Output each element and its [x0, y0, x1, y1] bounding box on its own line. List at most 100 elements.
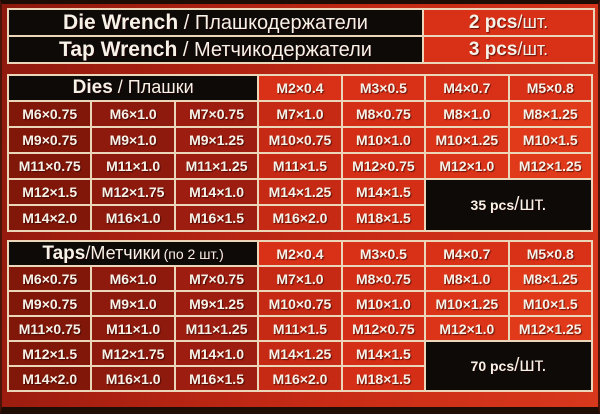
table-row: M14×2.0 M16×1.0 M16×1.5 M16×2.0 M18×1.5	[6, 204, 592, 232]
dies-header-row: Dies / Плашки M2×0.4 M3×0.5 M4×0.7 M5×0.…	[6, 74, 594, 102]
size-cell: M12×1.75	[90, 340, 176, 367]
size-cell: M12×1.0	[424, 152, 510, 180]
size-cell: M14×1.25	[257, 178, 343, 206]
tap-wrench-label-cell: Tap Wrench / Метчикодержатели	[7, 35, 424, 64]
taps-title-ru: Метчики	[90, 242, 161, 263]
size-cell: M12×1.0	[424, 315, 510, 342]
size-cell: M11×1.5	[257, 152, 343, 180]
size-cell: M12×1.75	[90, 178, 176, 206]
size-cell: M14×1.25	[257, 340, 343, 367]
dies-title-cell: Dies / Плашки	[6, 74, 260, 102]
taps-table: Taps/Метчики (по 2 шт.) M2×0.4 M3×0.5 M4×…	[6, 240, 594, 392]
size-cell: M10×0.75	[257, 126, 343, 154]
die-wrench-label-cell: Die Wrench / Плашкодержатели	[7, 8, 424, 37]
dies-total: 35 pcs	[470, 197, 515, 213]
size-cell: M16×1.5	[173, 204, 260, 232]
size-cell: M11×1.25	[173, 315, 260, 342]
label-separator: /	[177, 38, 194, 61]
die-wrench-qty: 2 pcs	[468, 11, 518, 33]
die-wrench-label-ru: Плашкодержатели	[194, 11, 368, 34]
taps-total-unit: /шт.	[514, 355, 547, 376]
title-separator: /	[85, 242, 91, 263]
size-cell: M11×0.75	[6, 152, 93, 180]
die-wrench-row: Die Wrench / Плашкодержатели 2 pcs/шт.	[7, 8, 595, 37]
size-cell: M5×0.8	[507, 240, 594, 267]
size-cell: M14×1.5	[340, 340, 427, 367]
size-cell: M6×0.75	[6, 100, 93, 128]
size-cell: M3×0.5	[340, 240, 427, 267]
table-row: M12×1.5 M12×1.75 M14×1.0 M14×1.25 M14×1.…	[6, 178, 593, 232]
size-cell: M7×1.0	[257, 100, 343, 128]
size-cell: M11×1.0	[90, 152, 176, 180]
table-row: M14×2.0 M16×1.0 M16×1.5 M16×2.0 M18×1.5	[6, 365, 592, 392]
size-cell: M12×0.75	[340, 315, 427, 342]
size-cell: M16×1.5	[173, 365, 260, 392]
size-cell: M12×1.25	[507, 315, 594, 342]
size-cell: M2×0.4	[257, 74, 343, 102]
size-cell: M12×0.75	[340, 152, 427, 180]
dies-total-unit: /шт.	[514, 194, 547, 215]
table-row: M9×0.75 M9×1.0 M9×1.25 M10×0.75 M10×1.0 …	[6, 290, 594, 317]
size-cell: M11×0.75	[6, 315, 93, 342]
size-cell: M4×0.7	[424, 240, 510, 267]
table-row: M6×0.75 M6×1.0 M7×0.75 M7×1.0 M8×0.75 M8…	[6, 100, 594, 128]
die-wrench-label-en: Die Wrench	[63, 10, 179, 34]
size-cell: M14×1.5	[340, 178, 427, 206]
size-cell: M11×1.0	[90, 315, 176, 342]
size-cell: M16×2.0	[257, 365, 343, 392]
size-cell: M18×1.5	[340, 365, 427, 392]
size-cell: M16×1.0	[90, 204, 176, 232]
size-cell: M7×1.0	[257, 265, 343, 292]
size-cell: M16×1.0	[90, 365, 176, 392]
size-cell: M4×0.7	[424, 74, 510, 102]
size-cell: M10×1.0	[340, 290, 427, 317]
title-separator: /	[112, 77, 128, 97]
size-cell: M14×1.0	[173, 340, 260, 367]
size-cell: M9×1.25	[173, 290, 260, 317]
size-cell: M9×0.75	[6, 290, 93, 317]
dies-table: Dies / Плашки M2×0.4 M3×0.5 M4×0.7 M5×0.…	[6, 74, 594, 232]
wrench-summary-table: Die Wrench / Плашкодержатели 2 pcs/шт. T…	[7, 8, 595, 64]
size-cell: M10×1.25	[424, 126, 510, 154]
size-cell: M8×1.25	[507, 265, 594, 292]
tap-wrench-qty-unit: /шт.	[517, 38, 549, 59]
size-cell: M6×1.0	[90, 265, 176, 292]
size-cell: M6×1.0	[90, 100, 176, 128]
size-cell: M2×0.4	[257, 240, 343, 267]
size-cell: M18×1.5	[340, 204, 427, 232]
size-cell: M10×0.75	[257, 290, 343, 317]
taps-title-note: (по 2 шт.)	[163, 245, 224, 262]
size-cell: M9×0.75	[6, 126, 93, 154]
tap-wrench-qty: 3 pcs	[468, 38, 518, 60]
dies-title-en: Dies	[72, 77, 113, 98]
size-cell: M8×1.0	[424, 265, 510, 292]
size-cell: M7×0.75	[173, 265, 260, 292]
size-cell: M14×1.0	[173, 178, 260, 206]
size-cell: M12×1.5	[6, 178, 93, 206]
size-cell: M8×0.75	[340, 265, 427, 292]
size-cell: M11×1.5	[257, 315, 343, 342]
size-cell: M16×2.0	[257, 204, 343, 232]
size-cell: M10×1.5	[507, 290, 594, 317]
dies-total-cell: 35 pcs/шт.	[424, 178, 593, 232]
table-row: M11×0.75 M11×1.0 M11×1.25 M11×1.5 M12×0.…	[6, 315, 594, 342]
dies-title-ru: Плашки	[127, 77, 194, 97]
size-cell: M14×2.0	[6, 204, 93, 232]
tap-wrench-qty-cell: 3 pcs/шт.	[422, 35, 595, 64]
size-cell: M8×1.25	[507, 100, 594, 128]
size-cell: M7×0.75	[173, 100, 260, 128]
size-cell: M11×1.25	[173, 152, 260, 180]
size-cell: M10×1.25	[424, 290, 510, 317]
table-row: M9×0.75 M9×1.0 M9×1.25 M10×0.75 M10×1.0 …	[6, 126, 594, 154]
table-row: M11×0.75 M11×1.0 M11×1.25 M11×1.5 M12×0.…	[6, 152, 594, 180]
tap-wrench-row: Tap Wrench / Метчикодержатели 3 pcs/шт.	[7, 35, 595, 64]
taps-total-cell: 70 pcs/шт.	[424, 340, 593, 392]
size-cell: M12×1.5	[6, 340, 93, 367]
size-cell: M9×1.25	[173, 126, 260, 154]
table-row: M12×1.5 M12×1.75 M14×1.0 M14×1.25 M14×1.…	[6, 340, 593, 392]
size-cell: M3×0.5	[340, 74, 427, 102]
size-cell: M10×1.0	[340, 126, 427, 154]
size-cell: M8×1.0	[424, 100, 510, 128]
taps-total: 70 pcs	[470, 358, 515, 374]
taps-title-cell: Taps/Метчики (по 2 шт.)	[6, 240, 260, 267]
